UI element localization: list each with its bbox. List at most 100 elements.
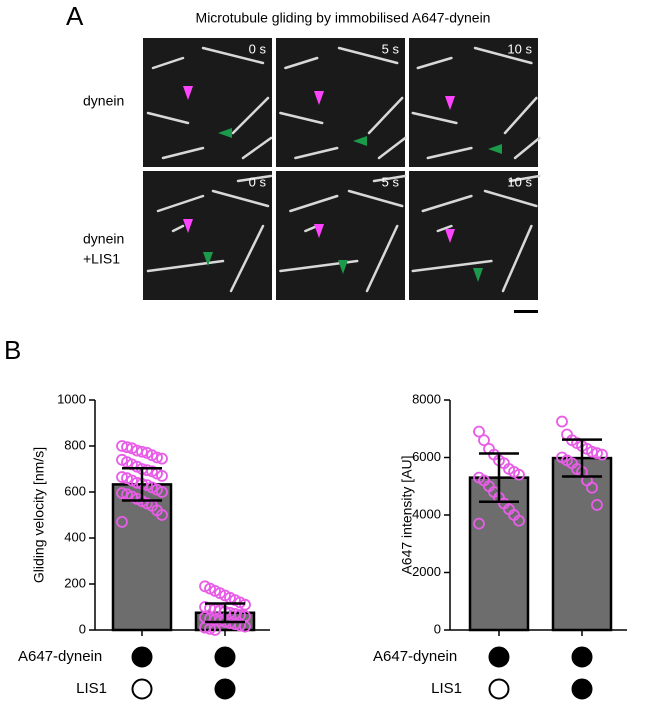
data-point [156,486,168,498]
microtubule [411,259,493,273]
microtubule [337,46,399,65]
microtubule [201,46,265,65]
error-bar [479,452,519,504]
condition-filled [214,678,236,700]
condition-filled [488,646,510,668]
arrowhead [473,268,483,282]
microtubule [416,56,453,70]
condition-filled [571,646,593,668]
data-point [556,415,568,428]
microtubule [161,146,205,160]
arrowhead [218,128,232,138]
micrograph [143,38,272,167]
microtubule [508,174,541,183]
micrograph [276,171,405,300]
y-tick-label: 800 [64,437,86,452]
micrograph [276,38,405,167]
microtubule [156,194,205,213]
microtubule [411,111,458,125]
microtubule [365,224,399,293]
data-point [513,514,525,527]
panel-title: Microtubule gliding by immobilised A647-… [196,10,491,26]
microtubule [236,174,273,183]
error-bar [122,467,162,502]
condition-label: LIS1 [76,680,107,697]
microtubule [289,194,339,213]
microtubule [146,111,190,125]
y-tick-label: 2000 [412,564,441,579]
bar [551,456,613,632]
y-axis-label: Gliding velocity [nm/s] [31,447,47,583]
arrowhead [353,136,367,146]
data-point [151,451,163,464]
data-point [513,468,525,481]
data-point [591,447,603,460]
condition-label: A647-dynein [373,648,457,665]
panel-label: A [66,1,84,31]
data-point [116,471,128,483]
data-point [156,509,168,521]
condition-empty [131,678,153,700]
microtubule [294,146,339,160]
microtubule [211,189,270,208]
data-point [473,425,485,438]
y-tick-label: 1000 [57,391,86,406]
data-point [204,622,216,635]
data-point [156,452,168,465]
microtubule [377,136,407,160]
microtubule [347,189,404,208]
charts: Gliding velocity [nm/s] 0 200 400 600 800 1000… [18,391,627,700]
condition-filled [131,646,153,668]
microtubule [513,136,541,160]
panel-label: B [4,335,21,365]
micrograph [409,38,538,167]
condition-empty [488,678,510,700]
condition-filled [214,646,236,668]
time-label: 0 s [249,41,267,56]
microtubule [231,96,270,135]
time-label: 0 s [249,174,267,189]
arrowhead [445,96,455,110]
microtubule [473,46,533,65]
arrowhead [488,144,502,154]
microtubule [171,224,185,233]
time-label: 5 s [382,41,400,56]
microtubule [279,111,324,125]
data-point [586,481,598,494]
row-label: dynein [83,231,124,247]
arrowhead [183,219,193,233]
scale-bar [514,310,538,313]
arrowhead [183,86,193,100]
data-point [209,624,221,636]
data-point [473,517,485,530]
row-label: dynein [83,93,124,109]
data-point [116,516,128,528]
micrograph [143,171,272,300]
microtubule [241,136,273,160]
condition-filled [571,678,593,700]
time-label: 10 s [507,41,532,56]
microtubule [503,96,538,135]
data-point [121,441,133,454]
microtubule [229,224,265,293]
error-bar [205,602,245,624]
microtubule [151,56,185,70]
microtubule [146,259,225,273]
microtubule [483,189,538,208]
microtubule [367,96,404,135]
micrographs: 0 s 5 s 10 s 0 s 5 s 10 s [143,38,541,300]
data-point [136,445,148,458]
data-point [116,487,128,500]
y-axis-label: A647 intensity [AU] [399,455,415,574]
arrowhead [314,91,324,105]
arrowhead [203,252,213,266]
micrograph [409,171,538,300]
row-label: +LIS1 [83,251,120,267]
condition-label: LIS1 [431,680,462,697]
arrowhead [338,260,348,274]
microtubule [426,146,473,160]
microtubule [284,56,319,70]
y-tick-label: 200 [64,575,86,590]
data-point [596,448,608,461]
y-tick-label: 8000 [412,391,441,406]
